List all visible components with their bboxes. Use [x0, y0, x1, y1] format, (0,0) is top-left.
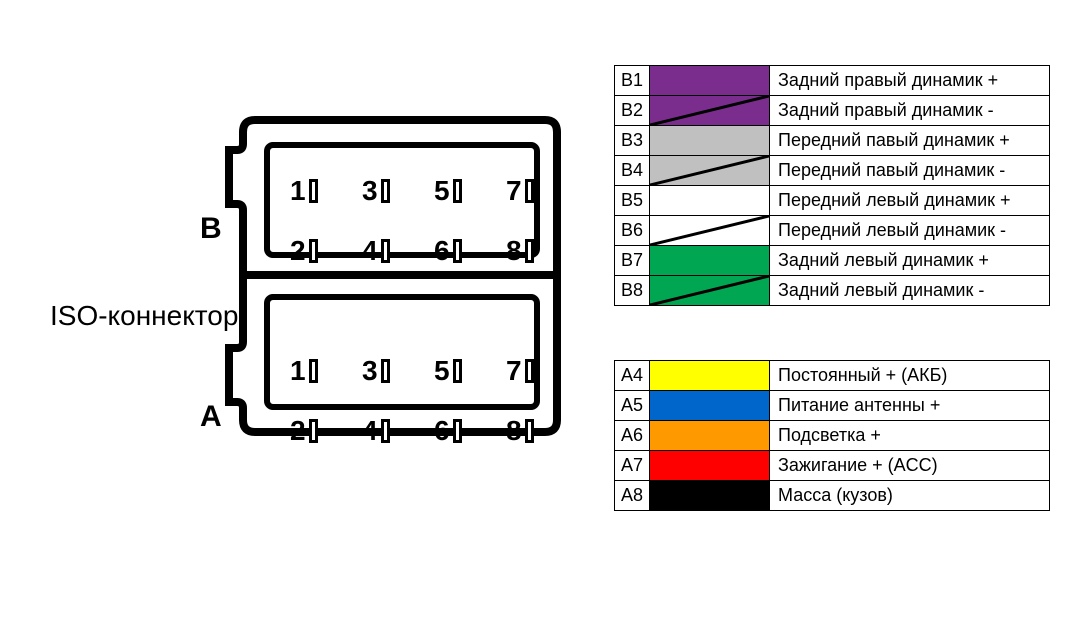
color-swatch-cell: [650, 96, 770, 126]
pin-code: B6: [614, 216, 649, 246]
legend-desc: Постоянный + (АКБ): [770, 361, 1050, 391]
pin-number: 7: [506, 175, 534, 207]
legend-desc: Задний правый динамик -: [770, 96, 1050, 126]
legend-row: B7 Задний левый динамик +: [614, 246, 1049, 276]
legend-row: B3 Передний павый динамик +: [614, 126, 1049, 156]
legend-row: B4 Передний павый динамик -: [614, 156, 1049, 186]
legend-row: B2 Задний правый динамик -: [614, 96, 1049, 126]
legend-row: A5 Питание антенны +: [614, 391, 1049, 421]
color-swatch-cell: [650, 186, 770, 216]
pin-code: B2: [614, 96, 649, 126]
pin-number: 3: [362, 355, 390, 387]
legend-row: A4 Постоянный + (АКБ): [614, 361, 1049, 391]
legend-desc: Задний правый динамик +: [770, 66, 1050, 96]
pin-number: 6: [434, 415, 462, 447]
color-swatch-cell: [650, 451, 770, 481]
color-swatch-cell: [650, 126, 770, 156]
pin-number: 3: [362, 175, 390, 207]
legend-desc: Задний левый динамик +: [770, 246, 1050, 276]
legend-desc: Подсветка +: [770, 421, 1050, 451]
color-swatch-cell: [650, 66, 770, 96]
pin-code: B1: [614, 66, 649, 96]
color-swatch-cell: [650, 391, 770, 421]
legend-desc: Питание антенны +: [770, 391, 1050, 421]
pin-code: B8: [614, 276, 649, 306]
legend-desc: Передний павый динамик +: [770, 126, 1050, 156]
pin-number: 6: [434, 235, 462, 267]
legend-row: A7 Зажигание + (ACC): [614, 451, 1049, 481]
pin-code: A5: [614, 391, 649, 421]
block-b-label: B: [200, 212, 222, 246]
pin-number: 7: [506, 355, 534, 387]
legend-row: B6 Передний левый динамик -: [614, 216, 1049, 246]
pin-number: 4: [362, 415, 390, 447]
iso-connector-label: ISO-коннектор: [50, 300, 238, 332]
pin-number: 4: [362, 235, 390, 267]
legend-desc: Передний павый динамик -: [770, 156, 1050, 186]
pin-code: B7: [614, 246, 649, 276]
color-swatch-cell: [650, 216, 770, 246]
pin-number: 2: [290, 415, 318, 447]
pin-number: 5: [434, 175, 462, 207]
color-swatch-cell: [650, 421, 770, 451]
block-a-label: A: [200, 400, 222, 434]
legend-desc: Передний левый динамик -: [770, 216, 1050, 246]
pin-number: 1: [290, 175, 318, 207]
color-swatch-cell: [650, 276, 770, 306]
pin-number: 2: [290, 235, 318, 267]
pin-code: B5: [614, 186, 649, 216]
legend-row: B1 Задний правый динамик +: [614, 66, 1049, 96]
legend-desc: Зажигание + (ACC): [770, 451, 1050, 481]
speaker-legend-table: B1 Задний правый динамик + B2 Задний правый…: [614, 65, 1050, 306]
pin-number: 5: [434, 355, 462, 387]
legend-desc: Задний левый динамик -: [770, 276, 1050, 306]
pin-number: 8: [506, 235, 534, 267]
pin-number: 8: [506, 415, 534, 447]
pin-number: 1: [290, 355, 318, 387]
legend-desc: Передний левый динамик +: [770, 186, 1050, 216]
pin-code: B4: [614, 156, 649, 186]
color-swatch-cell: [650, 481, 770, 511]
power-legend-table: A4Постоянный + (АКБ)A5Питание антенны +A…: [614, 360, 1050, 511]
color-swatch-cell: [650, 246, 770, 276]
legend-row: B8 Задний левый динамик -: [614, 276, 1049, 306]
pin-code: A6: [614, 421, 649, 451]
legend-row: A8 Масса (кузов): [614, 481, 1049, 511]
legend-row: A6 Подсветка +: [614, 421, 1049, 451]
legend-row: B5 Передний левый динамик +: [614, 186, 1049, 216]
pin-code: B3: [614, 126, 649, 156]
pin-code: A7: [614, 451, 649, 481]
legend-desc: Масса (кузов): [770, 481, 1050, 511]
pin-code: A4: [614, 361, 649, 391]
color-swatch-cell: [650, 361, 770, 391]
pin-code: A8: [614, 481, 649, 511]
color-swatch-cell: [650, 156, 770, 186]
